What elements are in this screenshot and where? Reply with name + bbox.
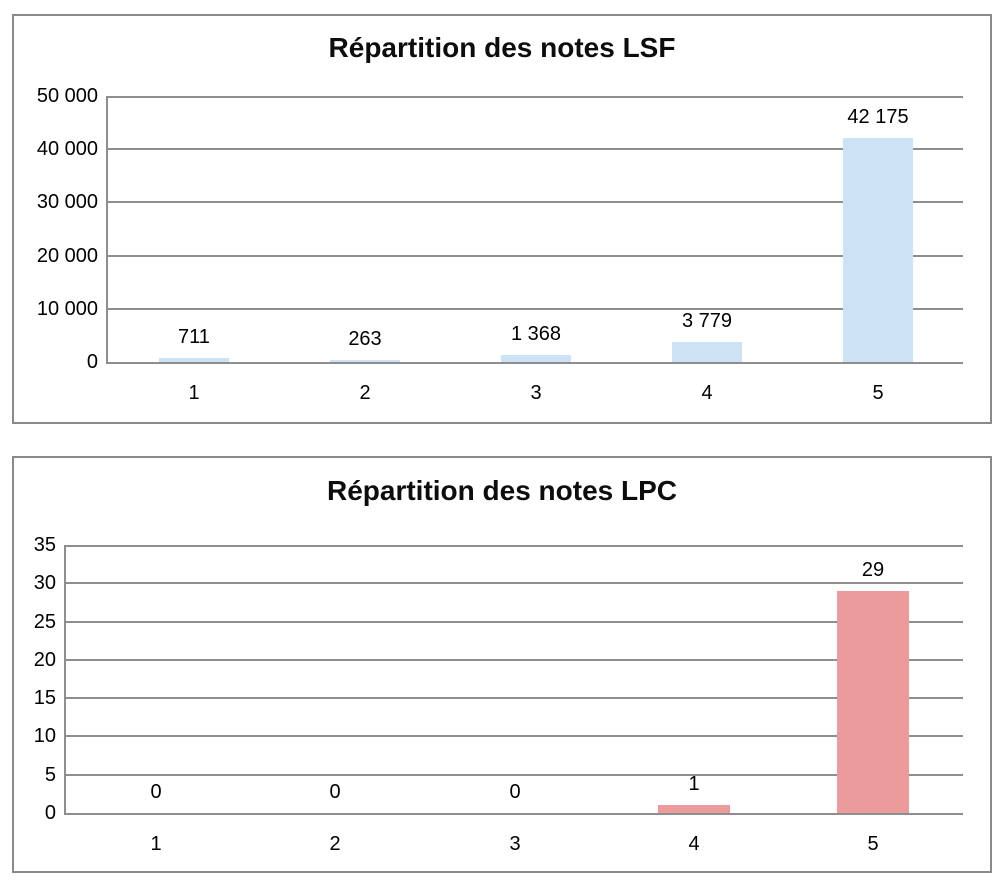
x-axis-tick-label: 4 — [688, 833, 700, 855]
data-label: 0 — [329, 781, 341, 803]
bar-category-2 — [330, 360, 400, 362]
plot-area-lpc — [64, 545, 963, 815]
gridline — [108, 255, 963, 257]
data-label: 1 — [688, 773, 700, 795]
x-axis-tick-label: 5 — [867, 833, 879, 855]
bar-category-4 — [672, 342, 742, 362]
bar-category-5 — [837, 591, 909, 813]
y-axis-tick-label: 5 — [44, 764, 56, 786]
plot-area-lsf — [106, 96, 963, 364]
y-axis-tick-label: 25 — [33, 611, 56, 633]
y-axis-tick-label: 35 — [33, 534, 56, 556]
bar-category-4 — [658, 805, 730, 813]
x-axis-tick-label: 3 — [509, 833, 521, 855]
x-axis-tick-label: 2 — [359, 382, 371, 404]
y-axis-tick-label: 30 000 — [36, 191, 98, 213]
chart-panel-lsf: Répartition des notes LSF 50 000 40 000 30… — [12, 14, 992, 424]
x-axis-tick-label: 3 — [530, 382, 542, 404]
data-label: 263 — [348, 328, 382, 350]
gridline — [66, 659, 963, 661]
y-axis-tick-label: 15 — [33, 687, 56, 709]
gridline — [66, 545, 963, 547]
gridline — [66, 774, 963, 776]
data-label: 3 779 — [681, 310, 733, 332]
y-axis-tick-label: 20 000 — [36, 245, 98, 267]
bar-category-3 — [501, 355, 571, 362]
y-axis-tick-label: 50 000 — [36, 85, 98, 107]
y-axis-tick-label: 30 — [33, 572, 56, 594]
y-axis-tick-label: 40 000 — [36, 138, 98, 160]
chart-title-lpc: Répartition des notes LPC — [326, 475, 678, 506]
gridline — [66, 697, 963, 699]
data-label: 42 175 — [847, 106, 909, 128]
gridline — [108, 148, 963, 150]
y-axis-tick-label: 10 — [33, 725, 56, 747]
y-axis-tick-label: 10 000 — [36, 298, 98, 320]
data-label: 0 — [509, 781, 521, 803]
y-axis-tick-label: 0 — [44, 802, 56, 824]
y-axis-tick-label: 0 — [86, 351, 98, 373]
data-label: 0 — [150, 781, 162, 803]
x-axis-tick-label: 1 — [150, 833, 162, 855]
x-axis-tick-label: 1 — [188, 382, 200, 404]
x-axis-tick-label: 4 — [701, 382, 713, 404]
data-label: 29 — [861, 559, 885, 581]
gridline — [66, 621, 963, 623]
bar-category-1 — [159, 358, 229, 362]
gridline — [108, 308, 963, 310]
gridline — [66, 735, 963, 737]
data-label: 1 368 — [510, 323, 562, 345]
bar-category-5 — [843, 138, 913, 362]
x-axis-tick-label: 5 — [872, 382, 884, 404]
chart-panel-lpc: Répartition des notes LPC 35 30 25 20 15 10 5 0… — [12, 456, 992, 873]
data-label: 711 — [178, 326, 210, 348]
gridline — [108, 201, 963, 203]
gridline — [108, 96, 963, 98]
y-axis-tick-label: 20 — [33, 649, 56, 671]
chart-title-lsf: Répartition des notes LSF — [328, 32, 676, 63]
x-axis-tick-label: 2 — [329, 833, 341, 855]
gridline — [66, 582, 963, 584]
